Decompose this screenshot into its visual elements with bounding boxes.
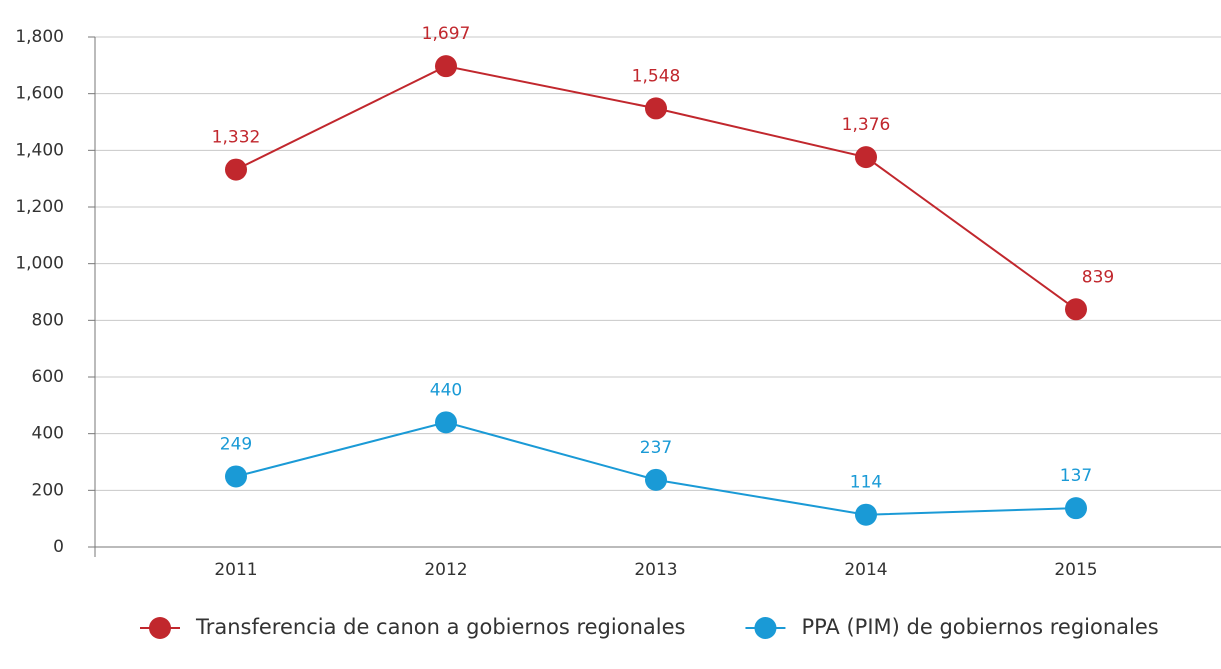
data-label: 1,697: [422, 24, 471, 44]
data-label: 114: [850, 473, 882, 493]
y-tick-label: 1,000: [15, 254, 64, 274]
data-label: 1,332: [212, 128, 261, 148]
data-point: [855, 503, 877, 526]
data-point: [1065, 497, 1087, 520]
x-tick-label: 2011: [214, 560, 257, 580]
data-point: [435, 55, 457, 78]
y-tick-label: 200: [32, 480, 64, 500]
y-tick-label: 1,800: [15, 27, 64, 47]
data-label: 1,376: [842, 115, 891, 135]
y-tick-label: 800: [32, 310, 64, 330]
y-tick-label: 600: [32, 367, 64, 387]
data-point: [855, 146, 877, 169]
x-tick-label: 2014: [844, 560, 887, 580]
legend-marker: [149, 617, 171, 639]
data-label: 1,548: [632, 66, 681, 86]
legend-label: PPA (PIM) de gobiernos regionales: [801, 615, 1158, 639]
data-label: 237: [640, 438, 672, 458]
data-point: [645, 468, 667, 491]
y-tick-label: 1,400: [15, 140, 64, 160]
x-tick-label: 2015: [1054, 560, 1097, 580]
data-point: [225, 465, 247, 488]
series-line: [235, 421, 1077, 516]
legend-label: Transferencia de canon a gobiernos regio…: [195, 615, 685, 639]
data-point: [645, 97, 667, 120]
data-point: [435, 411, 457, 434]
data-point: [225, 158, 247, 181]
data-label: 839: [1082, 267, 1114, 287]
x-tick-label: 2012: [424, 560, 467, 580]
y-tick-label: 400: [32, 424, 64, 444]
data-label: 137: [1060, 466, 1092, 486]
y-tick-label: 1,600: [15, 84, 64, 104]
data-label: 440: [430, 380, 462, 400]
legend-marker: [754, 617, 777, 639]
y-tick-label: 1,200: [15, 197, 64, 217]
x-tick-label: 2013: [634, 560, 677, 580]
y-tick-label: 0: [53, 537, 64, 557]
data-point: [1065, 298, 1087, 321]
data-label: 249: [220, 434, 252, 454]
